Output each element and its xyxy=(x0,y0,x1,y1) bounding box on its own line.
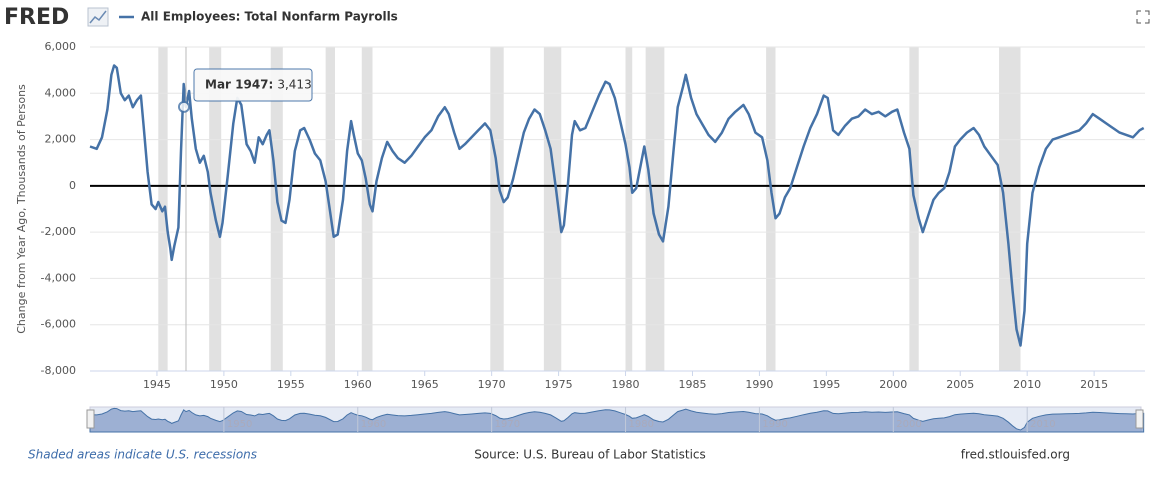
x-tick-label: 1990 xyxy=(745,378,773,391)
tooltip-date: Mar 1947: xyxy=(205,78,273,92)
tooltip-value: 3,413 xyxy=(277,78,311,92)
x-tick-label: 1945 xyxy=(143,378,171,391)
navigator-handle[interactable] xyxy=(86,409,95,429)
recession-band xyxy=(270,47,283,371)
recession-band xyxy=(766,47,776,371)
y-tick-label: 0 xyxy=(69,179,76,192)
x-tick-label: 2015 xyxy=(1080,378,1108,391)
fullscreen-icon[interactable] xyxy=(1136,10,1150,24)
legend-label[interactable]: All Employees: Total Nonfarm Payrolls xyxy=(141,10,398,24)
x-tick-label: 1970 xyxy=(478,378,506,391)
navigator-handle[interactable] xyxy=(1135,409,1144,429)
navigator-label: 1990 xyxy=(762,419,787,430)
site[interactable]: fred.stlouisfed.org xyxy=(961,448,1070,462)
x-tick-label: 1950 xyxy=(210,378,238,391)
x-tick-label: 1975 xyxy=(545,378,573,391)
navigator-label: 2010 xyxy=(1030,419,1055,430)
navigator-label: 2000 xyxy=(896,419,921,430)
x-tick-label: 2010 xyxy=(1013,378,1041,391)
recession-band xyxy=(209,47,222,371)
hover-point xyxy=(177,100,190,113)
y-tick-label: -8,000 xyxy=(41,364,76,377)
recession-band xyxy=(543,47,562,371)
navigator-area xyxy=(89,407,1145,433)
x-tick-label: 1955 xyxy=(277,378,305,391)
recession-band xyxy=(999,47,1021,371)
navigator-label: 1960 xyxy=(361,419,386,430)
recession-band xyxy=(361,47,373,371)
x-tick-label: 2000 xyxy=(879,378,907,391)
x-tick-label: 1985 xyxy=(678,378,706,391)
x-tick-label: 1960 xyxy=(344,378,372,391)
y-tick-label: -6,000 xyxy=(41,318,76,331)
logo: FRED xyxy=(4,5,69,30)
y-tick-label: 4,000 xyxy=(45,86,77,99)
y-tick-label: -4,000 xyxy=(41,271,76,284)
y-axis-label: Change from Year Ago, Thousands of Perso… xyxy=(15,84,28,334)
source: Source: U.S. Bureau of Labor Statistics xyxy=(474,448,706,462)
navigator-label: 1970 xyxy=(495,419,520,430)
recession-band xyxy=(645,47,665,371)
x-tick-label: 2005 xyxy=(946,378,974,391)
x-tick-label: 1980 xyxy=(612,378,640,391)
navigator-label: 1950 xyxy=(227,419,252,430)
series-line xyxy=(89,64,1145,347)
navigator-label: 1980 xyxy=(629,419,654,430)
recession-band xyxy=(909,47,919,371)
recession-note[interactable]: Shaded areas indicate U.S. recessions xyxy=(28,448,257,462)
x-tick-label: 1965 xyxy=(411,378,439,391)
y-tick-label: 2,000 xyxy=(45,133,77,146)
recession-band xyxy=(625,47,633,371)
x-tick-label: 1995 xyxy=(812,378,840,391)
y-tick-label: -2,000 xyxy=(41,225,76,238)
y-tick-label: 6,000 xyxy=(45,40,77,53)
recession-band xyxy=(490,47,504,371)
tooltip-box xyxy=(193,68,313,102)
logo-icon xyxy=(87,7,109,27)
